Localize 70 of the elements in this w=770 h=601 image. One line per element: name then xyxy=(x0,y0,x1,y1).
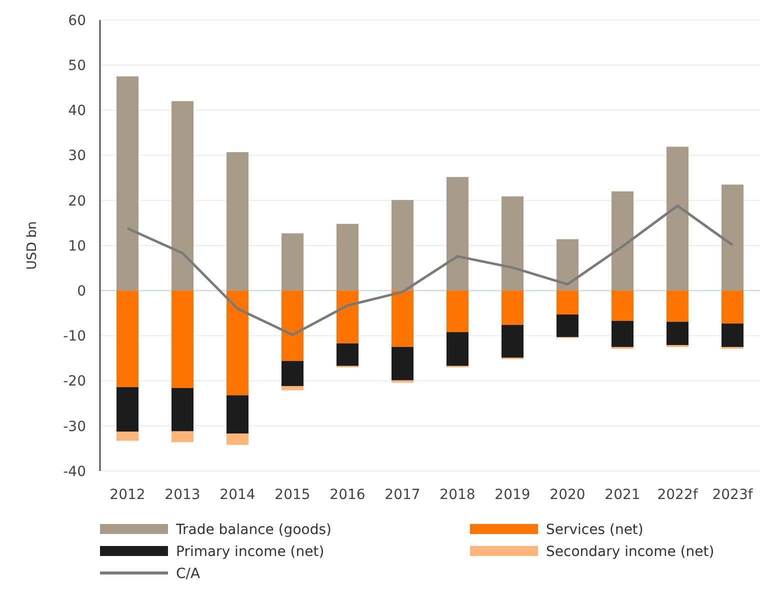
x-tick-label: 2016 xyxy=(330,487,366,503)
y-tick-label: 0 xyxy=(77,284,86,300)
y-tick-label: 50 xyxy=(68,58,86,74)
x-tick-label: 2015 xyxy=(274,487,310,503)
bar xyxy=(502,196,524,291)
bar xyxy=(392,200,414,291)
bar xyxy=(446,176,468,291)
x-tick-label: 2013 xyxy=(164,487,200,503)
x-tick-label: 2021 xyxy=(604,487,640,503)
x-tick-label: 2017 xyxy=(384,487,420,503)
bar xyxy=(722,184,744,291)
bar xyxy=(336,343,358,366)
y-tick-label: 30 xyxy=(68,148,86,164)
x-tick-label: 2020 xyxy=(550,487,586,503)
bar xyxy=(116,290,138,388)
bar xyxy=(172,290,194,388)
bar xyxy=(226,395,248,434)
line-series xyxy=(126,204,734,336)
bar xyxy=(392,290,414,347)
bar xyxy=(116,76,138,291)
y-tick-label: 10 xyxy=(68,238,86,254)
bar xyxy=(502,290,524,325)
y-axis-title: USD bn xyxy=(25,221,40,270)
bar xyxy=(172,431,194,442)
y-tick-label: -30 xyxy=(63,418,86,435)
x-tick-label: 2018 xyxy=(440,487,476,503)
bar xyxy=(336,224,358,291)
bar xyxy=(722,324,744,347)
bar xyxy=(556,290,578,315)
y-tick-label: -40 xyxy=(63,464,86,480)
bar xyxy=(666,290,688,322)
y-tick-label: 20 xyxy=(68,193,86,210)
bar xyxy=(172,388,194,432)
legend-label: Secondary income (net) xyxy=(546,544,714,560)
bar xyxy=(282,386,304,390)
bar xyxy=(666,146,688,291)
y-tick-label: 60 xyxy=(68,12,86,29)
bar xyxy=(226,290,248,396)
bar xyxy=(282,290,304,361)
bar xyxy=(556,239,578,291)
bar xyxy=(612,191,634,291)
bar xyxy=(116,387,138,432)
bar xyxy=(226,152,248,291)
x-tick-label: 2019 xyxy=(494,487,530,503)
y-tick-label: -10 xyxy=(63,328,86,345)
y-tick-label: 40 xyxy=(68,103,86,120)
legend-label: Trade balance (goods) xyxy=(175,522,332,538)
x-tick-label: 2023f xyxy=(712,487,754,503)
legend-label: Services (net) xyxy=(546,522,644,538)
bar xyxy=(612,320,634,347)
bar xyxy=(612,290,634,321)
bar xyxy=(282,360,304,386)
y-tick-label: -20 xyxy=(63,374,86,390)
x-tick-label: 2012 xyxy=(110,487,146,503)
legend-label: C/A xyxy=(176,566,200,582)
bar xyxy=(226,434,248,445)
bar xyxy=(446,332,468,366)
bar xyxy=(446,290,468,332)
x-tick-label: 2022f xyxy=(657,487,699,503)
bar xyxy=(172,101,194,291)
bar xyxy=(502,324,524,358)
bar xyxy=(116,432,138,441)
x-tick-label: 2014 xyxy=(220,487,256,503)
bar xyxy=(392,346,414,380)
legend-label: Primary income (net) xyxy=(176,544,324,560)
bar xyxy=(666,322,688,346)
bar xyxy=(556,314,578,338)
bar xyxy=(722,290,744,324)
bar xyxy=(282,233,304,291)
bar xyxy=(336,290,358,344)
